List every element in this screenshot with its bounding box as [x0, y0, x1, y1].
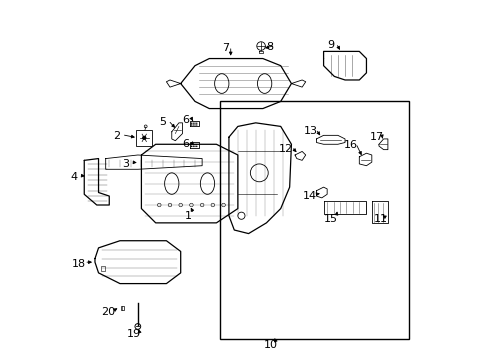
Circle shape [194, 122, 196, 124]
Circle shape [196, 146, 197, 147]
Circle shape [191, 122, 192, 124]
Text: 9: 9 [327, 40, 334, 50]
Text: 18: 18 [72, 259, 86, 269]
Circle shape [196, 144, 197, 145]
Bar [220, 102, 409, 339]
Text: 13: 13 [303, 126, 318, 136]
Circle shape [143, 136, 146, 140]
Circle shape [193, 144, 194, 145]
Text: 11: 11 [374, 214, 388, 224]
Text: 4: 4 [70, 172, 77, 182]
Text: 7: 7 [222, 43, 229, 53]
Bar [121, 306, 124, 310]
Text: 12: 12 [279, 144, 293, 154]
Text: 5: 5 [159, 117, 166, 127]
Text: 3: 3 [122, 159, 129, 169]
Circle shape [193, 122, 194, 124]
Circle shape [194, 146, 196, 147]
Circle shape [191, 124, 192, 126]
Text: 16: 16 [343, 140, 357, 150]
Text: 20: 20 [101, 307, 116, 317]
Circle shape [196, 122, 197, 124]
Text: 6: 6 [183, 115, 190, 125]
Circle shape [194, 144, 196, 145]
Text: 19: 19 [127, 329, 141, 339]
Text: 14: 14 [303, 191, 317, 201]
Circle shape [193, 124, 194, 126]
Circle shape [194, 124, 196, 126]
Text: 1: 1 [185, 211, 192, 221]
Text: 10: 10 [264, 340, 278, 350]
Circle shape [196, 124, 197, 126]
Text: 15: 15 [324, 213, 338, 224]
Circle shape [193, 146, 194, 147]
Text: 2: 2 [113, 131, 120, 141]
Circle shape [191, 144, 192, 145]
Text: 17: 17 [369, 132, 384, 142]
Text: 8: 8 [267, 42, 273, 52]
Circle shape [191, 146, 192, 147]
Bar [136, 130, 152, 146]
Bar [101, 266, 105, 271]
Circle shape [135, 324, 141, 329]
Text: 6: 6 [183, 139, 190, 149]
